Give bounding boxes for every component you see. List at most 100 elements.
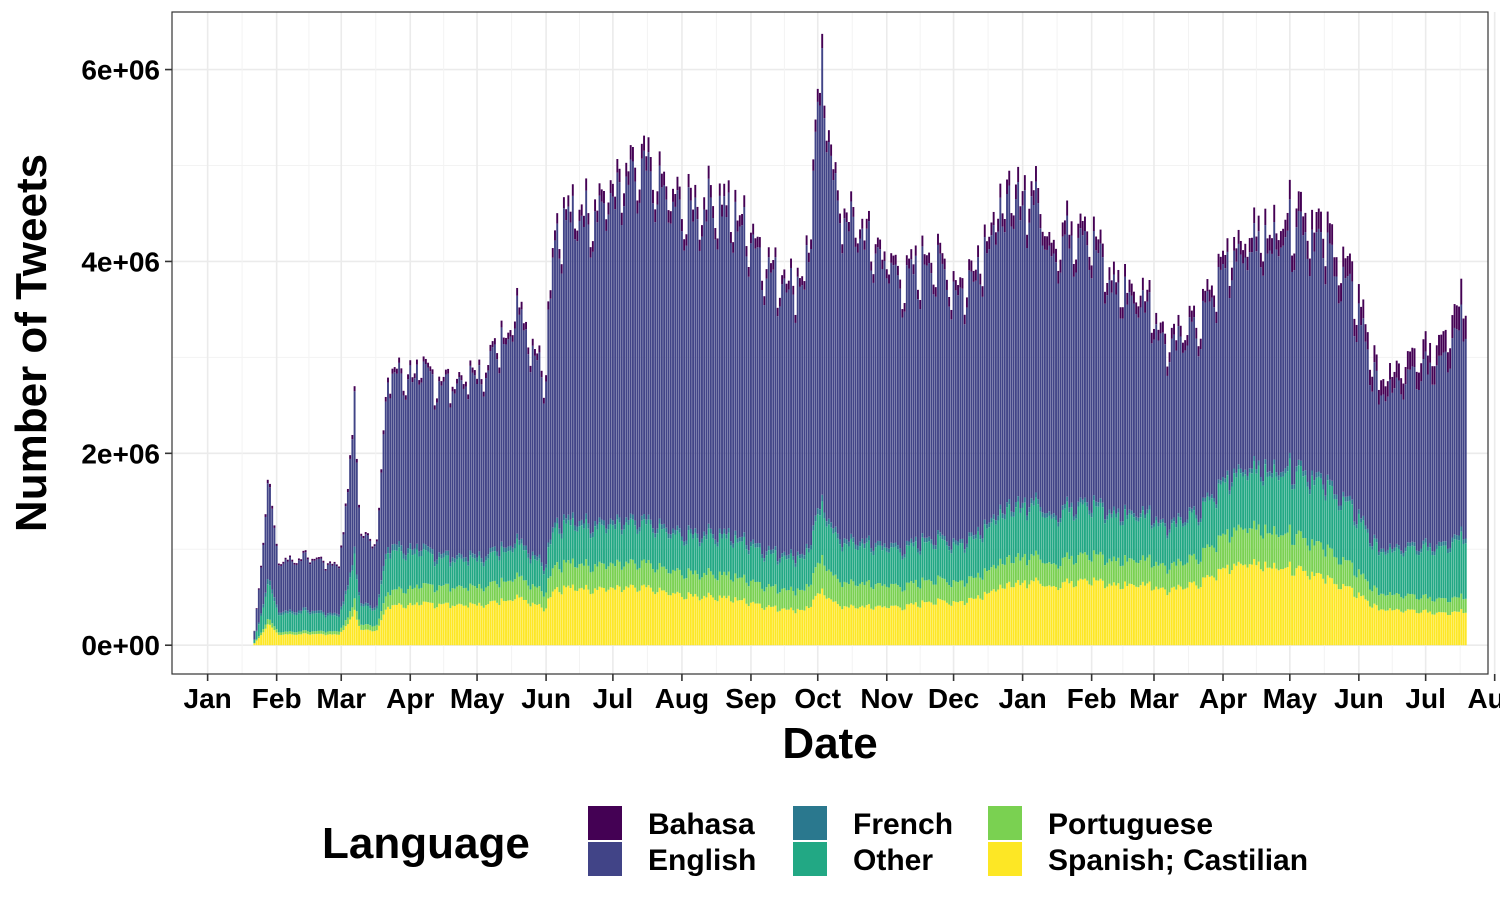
bar-segment [351, 439, 354, 565]
bar-segment [1333, 556, 1336, 584]
bar-segment [1126, 515, 1129, 520]
bar-segment [656, 528, 659, 534]
bar-segment [489, 581, 492, 602]
bar-segment [1444, 541, 1447, 546]
bar-segment [1440, 612, 1443, 646]
bar-segment [1210, 285, 1213, 298]
bar-segment [627, 171, 630, 185]
bar-segment [965, 307, 968, 544]
bar-segment [774, 546, 777, 551]
bar-segment [1402, 399, 1405, 553]
bar-segment [1028, 208, 1031, 223]
x-tick-label: Jun [521, 683, 571, 714]
bar-segment [776, 611, 779, 646]
bar-segment [326, 564, 329, 614]
bar-segment [816, 562, 819, 594]
bar-segment [505, 344, 507, 548]
bar-segment [1429, 542, 1432, 548]
bar-segment [1184, 340, 1187, 351]
bar-segment [1184, 522, 1187, 526]
bar-segment [1306, 240, 1309, 259]
bar-segment [892, 605, 895, 646]
bar-segment [825, 598, 828, 646]
bar-segment [812, 159, 815, 171]
bar-segment [923, 254, 926, 265]
bar-segment [1453, 539, 1456, 597]
bar-segment [326, 613, 329, 616]
bar-segment [1070, 502, 1073, 508]
bar-segment [1351, 587, 1354, 646]
bar-segment [387, 553, 389, 593]
bar-segment [1455, 329, 1458, 536]
bar-segment [1371, 549, 1374, 592]
bar-segment [948, 604, 951, 646]
bar-segment [1206, 575, 1209, 646]
bar-segment [1409, 542, 1412, 547]
bar-segment [1228, 573, 1231, 646]
bar-segment [1108, 267, 1111, 280]
bar-segment [540, 377, 543, 563]
x-tick-label: Dec [928, 683, 979, 714]
x-tick-label: Feb [252, 683, 302, 714]
bar-segment [854, 246, 857, 545]
bar-segment [320, 630, 323, 634]
bar-segment [1406, 609, 1409, 646]
bar-segment [723, 595, 726, 646]
bar-segment [1119, 566, 1122, 590]
bar-segment [614, 589, 617, 646]
bar-segment [636, 529, 639, 534]
bar-segment [491, 551, 494, 582]
bar-segment [709, 185, 712, 198]
bar-segment [1458, 540, 1460, 598]
bar-segment [1277, 537, 1280, 571]
bar-segment [264, 628, 267, 646]
bar-segment [591, 593, 594, 646]
bar-segment [349, 619, 352, 646]
bar-segment [1244, 474, 1247, 529]
bar-segment [1041, 245, 1044, 513]
bar-segment [574, 567, 576, 591]
bar-segment [1411, 609, 1414, 646]
bar-segment [812, 530, 815, 574]
bar-segment [569, 525, 572, 564]
bar-segment [1328, 243, 1331, 480]
bar-segment [485, 605, 487, 646]
bar-segment [680, 575, 683, 597]
bar-segment [1032, 555, 1035, 582]
bar-segment [888, 587, 890, 609]
bar-segment [1121, 565, 1124, 589]
bar-segment [1458, 306, 1460, 331]
bar-segment [1019, 508, 1022, 513]
bar-segment [395, 368, 398, 374]
bar-segment [908, 604, 910, 646]
bar-segment [794, 566, 797, 596]
bar-segment [367, 624, 369, 630]
bar-segment [1382, 593, 1385, 610]
bar-segment [1391, 552, 1394, 596]
bar-segment [827, 597, 830, 646]
bar-segment [1282, 471, 1285, 477]
bar-segment [451, 588, 454, 606]
bar-segment [456, 555, 458, 560]
bar-segment [854, 585, 857, 609]
bar-segment [1451, 611, 1454, 646]
bar-segment [1130, 584, 1133, 646]
bar-segment [1357, 513, 1360, 570]
bar-segment [362, 630, 365, 646]
bar-segment [1141, 506, 1144, 511]
bar-segment [1395, 377, 1398, 544]
bar-segment [1302, 235, 1305, 472]
bar-segment [362, 538, 365, 605]
bar-segment [1426, 598, 1429, 613]
bar-segment [436, 559, 438, 565]
bar-segment [1373, 345, 1376, 363]
bar-segment [963, 314, 966, 325]
bar-segment [1235, 248, 1238, 262]
bar-segment [627, 525, 630, 564]
bar-segment [1317, 572, 1320, 646]
bar-segment [491, 581, 494, 601]
bar-segment [872, 555, 875, 590]
bar-segment [1333, 257, 1336, 277]
bar-segment [994, 520, 997, 525]
bar-segment [1050, 564, 1053, 587]
